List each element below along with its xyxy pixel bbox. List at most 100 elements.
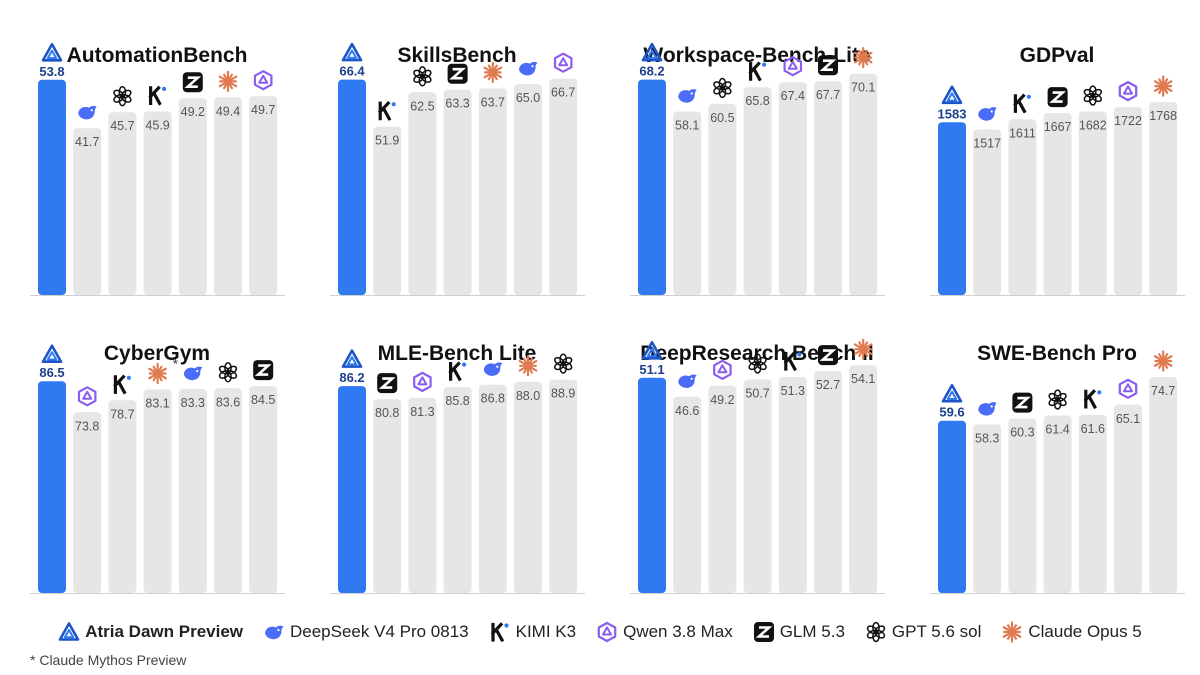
bar-atria [38, 381, 66, 593]
bar-glm [1008, 418, 1037, 593]
qwen-icon [413, 371, 432, 392]
bar-value-label: 62.5 [410, 99, 434, 113]
qwen-icon [1118, 80, 1138, 102]
bar-value-label: 51.3 [781, 384, 805, 398]
claude-icon [218, 70, 238, 93]
bar-kimi [743, 87, 772, 295]
bar-kimi [143, 111, 172, 296]
bar-value-label: 65.1 [1116, 412, 1140, 426]
legend-label: Claude Opus 5 [1028, 622, 1142, 641]
kimi-icon [1083, 389, 1102, 410]
bar-atria [338, 79, 366, 295]
bar-value-label: 52.7 [816, 378, 840, 392]
claude-icon [1153, 75, 1173, 97]
glm-icon [377, 373, 398, 394]
bar-value-label: 84.5 [251, 393, 275, 407]
bar-value-label: 65.8 [745, 94, 769, 108]
qwen-icon [553, 52, 573, 73]
chart-title: AutomationBench [67, 44, 248, 67]
claude-icon [853, 46, 873, 69]
bar-glm [249, 386, 278, 593]
qwen-icon [783, 56, 803, 77]
bar-kimi [778, 377, 807, 593]
bar-value-label: 88.0 [516, 389, 540, 403]
bar-value-label: 63.3 [445, 97, 469, 111]
bar-value-label: 86.5 [39, 365, 64, 380]
legend-label: Qwen 3.8 Max [623, 622, 733, 641]
atria-icon [41, 344, 63, 364]
bar-claude [1149, 102, 1178, 295]
legend-label: DeepSeek V4 Pro 0813 [290, 622, 469, 641]
chart-panel: GDPval 1583 1517 1611 1667 1682 1722 1768 [930, 44, 1185, 296]
atria-icon [341, 349, 363, 368]
atria-icon [58, 622, 80, 641]
bar-qwen [778, 82, 807, 295]
qwen-icon [713, 359, 732, 380]
bar-value-label: 65.0 [516, 91, 540, 105]
bar-deepseek [973, 424, 1002, 593]
bar-qwen [73, 412, 102, 593]
glm-icon [1047, 87, 1068, 108]
legend: Atria Dawn Preview DeepSeek V4 Pro 0813 … [0, 618, 1200, 646]
bar-value-label: 67.7 [816, 88, 840, 102]
bar-value-label: 80.8 [375, 406, 399, 420]
glm-icon [818, 55, 838, 76]
bar-value-label: 63.7 [481, 95, 505, 109]
legend-label: Atria Dawn Preview [85, 622, 243, 641]
bar-kimi [373, 126, 402, 295]
bar-value-label: 49.4 [216, 104, 240, 118]
claude-icon [1003, 621, 1022, 643]
bar-kimi [1008, 119, 1037, 295]
bar-value-label: 67.4 [781, 89, 805, 103]
legend-label: KIMI K3 [515, 622, 577, 641]
bar-value-label: 86.2 [339, 370, 364, 385]
bar-value-label: 50.7 [745, 387, 769, 401]
bar-value-label: 45.7 [110, 119, 134, 133]
bar-value-label: 53.8 [39, 64, 64, 79]
bar-claude [214, 97, 242, 296]
bar-atria [938, 122, 966, 295]
bar-deepseek [73, 128, 102, 295]
claude-icon [148, 362, 167, 385]
bar-value-label: 61.6 [1081, 422, 1105, 436]
kimi-icon [148, 85, 167, 106]
bar-gpt [214, 388, 242, 593]
claude-icon [483, 61, 503, 84]
legend-item-glm: GLM 5.3 [753, 621, 845, 643]
bar-value-label: 1517 [973, 137, 1001, 151]
bar-value-label: 1722 [1114, 114, 1142, 128]
gpt-icon [713, 77, 732, 99]
kimi-icon [448, 361, 467, 382]
bar-value-label: 68.2 [639, 64, 664, 79]
bar-atria [338, 386, 366, 593]
glm-icon [253, 360, 274, 381]
bar-gpt [549, 379, 578, 593]
bar-value-label: 1667 [1044, 120, 1072, 134]
deepseek-icon [183, 366, 203, 381]
chart-title: MLE-Bench Lite [378, 342, 537, 365]
legend-item-kimi: KIMI K3 [489, 621, 576, 643]
deepseek-icon [78, 105, 97, 120]
footnote: * Claude Mythos Preview [30, 652, 187, 668]
bar-qwen [249, 96, 278, 295]
deepseek-icon [678, 374, 697, 388]
kimi-icon [783, 351, 802, 372]
bar-deepseek [178, 389, 207, 593]
qwen-icon [1118, 378, 1138, 399]
footnote-marker: * [173, 356, 179, 372]
claude-icon [1153, 350, 1173, 372]
bar-value-label: 81.3 [410, 405, 434, 419]
bar-value-label: 66.4 [339, 64, 365, 79]
legend-item-atria: Atria Dawn Preview [58, 621, 243, 643]
bar-kimi [108, 400, 137, 593]
bar-value-label: 70.1 [851, 81, 875, 95]
bar-qwen [708, 385, 737, 593]
bar-value-label: 58.3 [975, 431, 999, 445]
bar-value-label: 85.8 [445, 394, 469, 408]
bar-value-label: 51.9 [375, 134, 399, 148]
bar-claude [478, 88, 507, 296]
chart-title: Workspace-Bench-Lite [643, 44, 870, 67]
